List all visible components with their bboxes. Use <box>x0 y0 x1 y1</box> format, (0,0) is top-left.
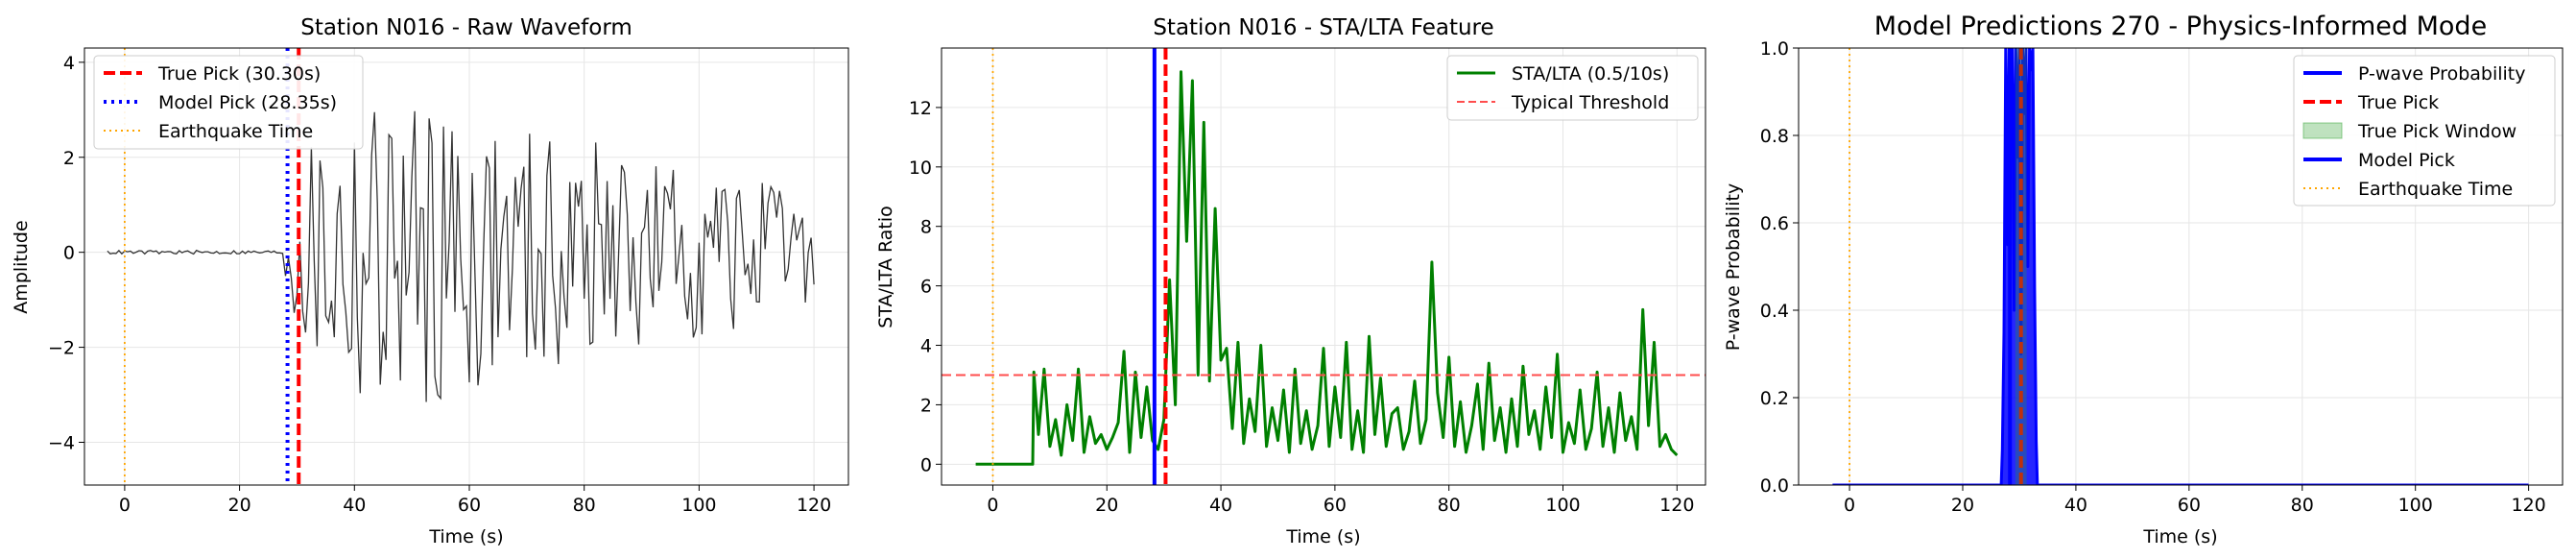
x-tick-label: 40 <box>343 495 366 516</box>
y-tick-label: 0.6 <box>1760 213 1789 234</box>
chart-title-3: Model Predictions 270 - Physics-Informed… <box>1874 12 2487 41</box>
series-2 <box>942 48 1705 485</box>
y-tick-label: 0.0 <box>1760 475 1789 497</box>
legend-3-probability: P-wave Probability <box>2358 63 2526 85</box>
y-tick-label: 8 <box>920 217 932 238</box>
legend-3-pick-window: True Pick Window <box>2357 121 2516 142</box>
legend-1: True Pick (30.30s) Model Pick (28.35s) E… <box>93 55 364 150</box>
x-tick-label: 80 <box>1438 495 1461 516</box>
x-tick-label: 0 <box>119 495 131 516</box>
panel-raw-waveform: 0 20 40 60 80 100 120 −4 −2 0 2 4 Station N016 - R… <box>11 15 849 547</box>
x-tick-label: 100 <box>2398 495 2433 516</box>
x-tick-label: 20 <box>1951 495 1974 516</box>
legend-3-model-pick: Model Pick <box>2358 150 2455 171</box>
x-tick-label: 0 <box>1844 495 1855 516</box>
x-ticks-1: 0 20 40 60 80 100 120 <box>119 485 831 516</box>
y-axis-label-3: P-wave Probability <box>1723 183 1744 352</box>
y-axis-label-1: Amplitude <box>11 220 32 313</box>
legend-1-model-pick: Model Pick (28.35s) <box>158 92 337 113</box>
y-tick-label: 2 <box>920 395 932 416</box>
x-ticks-2: 0 20 40 60 80 100 120 <box>987 485 1694 516</box>
y-tick-label: 1.0 <box>1760 38 1789 60</box>
plot-frame-2 <box>941 47 1706 486</box>
y-tick-label: 4 <box>63 53 75 74</box>
x-tick-label: 60 <box>1324 495 1347 516</box>
y-ticks-1: −4 −2 0 2 4 <box>48 53 84 453</box>
legend-3: P-wave Probability True Pick True Pick W… <box>2293 55 2556 207</box>
x-tick-label: 120 <box>2511 495 2545 516</box>
x-tick-label: 120 <box>797 495 831 516</box>
y-tick-label: 0.8 <box>1760 126 1789 147</box>
chart-title-1: Station N016 - Raw Waveform <box>300 15 632 40</box>
y-tick-label: 4 <box>920 336 932 357</box>
x-ticks-3: 0 20 40 60 80 100 120 <box>1844 485 2546 516</box>
panel-sta-lta: 0 20 40 60 80 100 120 0 2 4 6 8 10 12 Station N016 -… <box>875 15 1706 547</box>
x-tick-label: 20 <box>228 495 251 516</box>
legend-2-threshold: Typical Threshold <box>1511 92 1669 113</box>
x-tick-label: 80 <box>573 495 596 516</box>
x-tick-label: 100 <box>681 495 716 516</box>
x-tick-label: 100 <box>1545 495 1580 516</box>
legend-3-earthquake-time: Earthquake Time <box>2358 179 2513 200</box>
y-tick-label: 0.4 <box>1760 301 1789 322</box>
series-2-2-pick-window <box>2015 48 2027 485</box>
x-tick-label: 80 <box>2291 495 2314 516</box>
legend-1-true-pick: True Pick (30.30s) <box>157 63 321 85</box>
y-tick-label: 6 <box>920 277 932 298</box>
y-tick-label: −2 <box>48 338 75 359</box>
legend-1-earthquake-time: Earthquake Time <box>158 121 313 142</box>
x-tick-label: 20 <box>1095 495 1118 516</box>
y-tick-label: 0 <box>920 454 932 475</box>
y-ticks-3: 0.0 0.2 0.4 0.6 0.8 1.0 <box>1760 38 1799 497</box>
x-tick-label: 0 <box>987 495 998 516</box>
legend-2-sta-lta: STA/LTA (0.5/10s) <box>1512 63 1669 85</box>
x-tick-label: 120 <box>1659 495 1694 516</box>
y-tick-label: 12 <box>909 98 932 119</box>
series-1-0-line <box>975 70 1679 466</box>
plot-frame-3 <box>1798 47 2564 486</box>
y-tick-label: −4 <box>48 432 75 453</box>
series-0-0-waveform-line <box>107 110 815 402</box>
series-3 <box>1832 48 2529 485</box>
x-axis-label-3: Time (s) <box>2142 526 2217 547</box>
grid-2 <box>942 48 1705 485</box>
y-ticks-2: 0 2 4 6 8 10 12 <box>909 98 942 475</box>
legend-2: STA/LTA (0.5/10s) Typical Threshold <box>1446 55 1699 121</box>
x-axis-label-1: Time (s) <box>428 526 503 547</box>
y-tick-label: 0 <box>63 243 75 264</box>
y-tick-label: 0.2 <box>1760 388 1789 409</box>
x-tick-label: 40 <box>2064 495 2087 516</box>
x-tick-label: 60 <box>458 495 481 516</box>
x-tick-label: 40 <box>1209 495 1232 516</box>
x-tick-label: 60 <box>2178 495 2201 516</box>
legend-3-true-pick: True Pick <box>2357 92 2439 113</box>
y-tick-label: 2 <box>63 148 75 169</box>
plot-frame-1 <box>83 47 849 486</box>
y-axis-label-2: STA/LTA Ratio <box>875 206 896 328</box>
x-axis-label-2: Time (s) <box>1285 526 1360 547</box>
panel-model-predictions: 0 20 40 60 80 100 120 0.0 0.2 0.4 0.6 0.8 1.0 Model… <box>1723 12 2564 547</box>
y-tick-label: 10 <box>909 158 932 179</box>
chart-title-2: Station N016 - STA/LTA Feature <box>1153 15 1493 40</box>
